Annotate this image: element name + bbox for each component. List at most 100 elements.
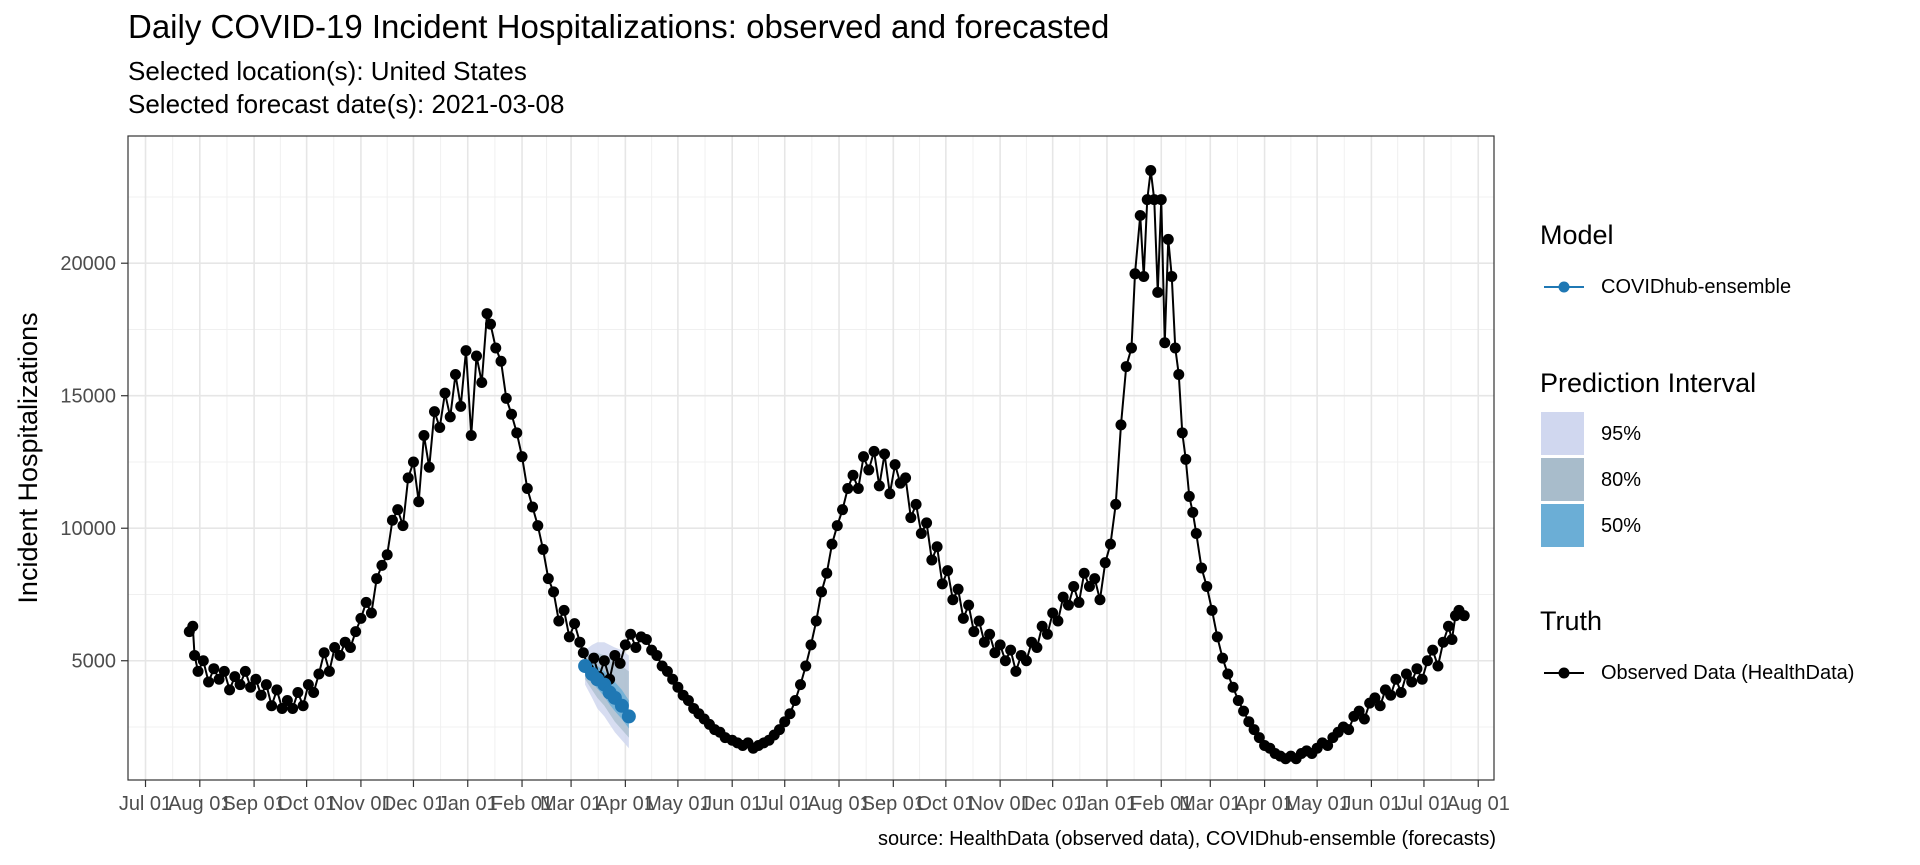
observed-point [569, 618, 581, 630]
observed-point [821, 567, 833, 579]
x-tick-label: Jan 01 [438, 793, 498, 815]
observed-point [1353, 705, 1365, 717]
y-tick-label: 15000 [60, 386, 116, 408]
plot-background [128, 136, 1494, 780]
x-tick-label: Jul 01 [1397, 793, 1450, 815]
observed-point [302, 679, 314, 691]
observed-point [281, 694, 293, 706]
x-tick-label: Sep 01 [222, 793, 285, 815]
observed-point [1166, 270, 1178, 282]
observed-point [1411, 663, 1423, 675]
legend-interval-50: 50% [1601, 515, 1642, 537]
x-tick-label: Jun 01 [1341, 793, 1401, 815]
observed-point [1078, 567, 1090, 579]
observed-point [460, 345, 472, 357]
observed-point [984, 628, 996, 640]
observed-point [978, 636, 990, 648]
legend-interval-95: 95% [1601, 423, 1642, 445]
observed-point [847, 469, 859, 481]
observed-point [1110, 498, 1122, 510]
observed-point [287, 702, 299, 714]
observed-point [500, 392, 512, 404]
observed-point [187, 620, 199, 632]
x-tick-label: Jun 01 [702, 793, 762, 815]
observed-point [1248, 724, 1260, 736]
observed-point [542, 573, 554, 585]
observed-point [1152, 286, 1164, 298]
observed-point [423, 461, 435, 473]
observed-point [1187, 506, 1199, 518]
observed-point [381, 549, 393, 561]
observed-point [1020, 655, 1032, 667]
x-tick-label: Apr 01 [596, 793, 655, 815]
observed-point [826, 538, 838, 550]
observed-point [506, 408, 518, 420]
observed-point [1062, 599, 1074, 611]
observed-point [318, 647, 330, 659]
observed-point [1099, 557, 1111, 569]
observed-point [630, 641, 642, 653]
x-tick-label: May 01 [645, 793, 711, 815]
observed-point [558, 604, 570, 616]
observed-point [428, 406, 440, 418]
y-tick-label: 10000 [60, 518, 116, 540]
observed-point [1343, 724, 1355, 736]
legend-model-title: Model [1540, 220, 1614, 250]
observed-point [255, 689, 267, 701]
legend-swatch-95 [1541, 412, 1584, 455]
observed-point [350, 626, 362, 638]
observed-point [1322, 740, 1334, 752]
observed-point [1369, 692, 1381, 704]
observed-point [1385, 689, 1397, 701]
x-tick-label: Oct 01 [277, 793, 336, 815]
observed-point [1238, 705, 1250, 717]
observed-point [905, 512, 917, 524]
plot-panel-border [127, 135, 1495, 781]
observed-point [444, 411, 456, 423]
observed-point [292, 687, 304, 699]
observed-point [910, 498, 922, 510]
observed-point [1206, 604, 1218, 616]
observed-point [1390, 673, 1402, 685]
observed-point [989, 647, 1001, 659]
observed-point [1432, 660, 1444, 672]
legend-interval-80: 80% [1601, 469, 1642, 491]
observed-point [548, 586, 560, 598]
observed-point [344, 641, 356, 653]
x-tick-label: Dec 01 [382, 793, 445, 815]
observed-point [1041, 628, 1053, 640]
observed-point [1222, 668, 1234, 680]
observed-point [313, 668, 325, 680]
observed-point [1227, 681, 1239, 693]
observed-point [926, 554, 938, 566]
observed-point [1395, 687, 1407, 699]
observed-point [1036, 620, 1048, 632]
observed-point [1358, 713, 1370, 725]
observed-point [521, 482, 533, 494]
observed-point [667, 673, 679, 685]
observed-point [852, 482, 864, 494]
observed-point [266, 700, 278, 712]
observed-point [1190, 528, 1202, 540]
observed-point [789, 694, 801, 706]
observed-point [858, 451, 870, 463]
source-caption: source: HealthData (observed data), COVI… [877, 828, 1496, 850]
observed-point [1442, 620, 1454, 632]
observed-point [224, 684, 236, 696]
observed-point [942, 565, 954, 577]
observed-point [208, 663, 220, 675]
observed-point [553, 615, 565, 627]
observed-point [1120, 361, 1132, 373]
observed-point [1416, 673, 1428, 685]
observed-point [672, 681, 684, 693]
observed-point [1104, 538, 1116, 550]
observed-point [276, 702, 288, 714]
legend-swatch-80 [1541, 458, 1584, 501]
observed-point [245, 681, 257, 693]
observed-point [968, 626, 980, 638]
observed-point [1211, 631, 1223, 643]
observed-point [485, 318, 497, 330]
observed-point [1068, 581, 1080, 593]
observed-point [588, 652, 600, 664]
observed-point [392, 504, 404, 516]
